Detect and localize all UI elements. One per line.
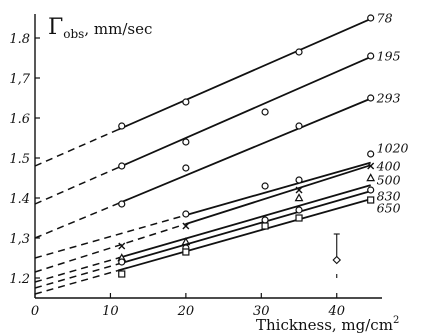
x-tick-label: 10 <box>102 304 119 319</box>
fit-line <box>117 184 371 259</box>
series-650 <box>34 196 375 295</box>
y-tick-label: 1.4 <box>9 192 30 207</box>
extrapolation-line <box>34 269 119 295</box>
y-tick-label: 1.8 <box>9 32 30 47</box>
data-point <box>295 186 303 194</box>
data-point <box>367 52 375 60</box>
x-axis-title: Thickness, mg/cm2 <box>256 315 399 334</box>
x-tick-label: 20 <box>177 304 195 319</box>
extrapolation-line <box>34 223 187 273</box>
data-point <box>367 94 375 102</box>
data-point <box>118 242 126 250</box>
x-axis-ticks: 0 10 20 30 40 <box>31 293 345 319</box>
series-label: 1020 <box>377 141 409 156</box>
x-tick-label: 30 <box>253 304 270 319</box>
y-tick-label: 1,7 <box>9 72 30 87</box>
data-point <box>261 182 269 190</box>
series-830 <box>34 186 375 289</box>
data-point <box>118 200 126 208</box>
data-point <box>261 216 269 224</box>
data-point <box>366 173 376 182</box>
y-tick-label: 1,3 <box>9 232 30 247</box>
data-point <box>118 270 126 278</box>
fit-line <box>117 190 371 265</box>
extrapolation-line <box>34 202 119 239</box>
series-500 <box>34 173 376 283</box>
fit-line <box>117 18 372 131</box>
data-point <box>182 248 190 256</box>
series-label: 293 <box>376 91 401 106</box>
series-1020 <box>34 150 375 259</box>
error-bar-marker <box>332 233 342 278</box>
y-tick-label: 1.5 <box>9 152 30 167</box>
y-tick-label: 1.2 <box>9 272 30 287</box>
series-label: 650 <box>377 201 401 216</box>
data-point <box>118 162 126 170</box>
series-293 <box>34 94 375 239</box>
data-point <box>367 150 375 158</box>
data-point <box>261 108 269 116</box>
series-400 <box>34 162 375 273</box>
series-label: 400 <box>376 159 401 174</box>
data-point <box>182 210 190 218</box>
axes <box>34 14 382 299</box>
x-tick-label: 0 <box>31 304 39 319</box>
data-point <box>261 222 269 230</box>
extrapolation-line <box>34 166 119 205</box>
series-layer <box>34 14 376 295</box>
data-point <box>367 162 375 170</box>
data-point <box>367 14 375 22</box>
data-point <box>118 122 126 130</box>
data-point <box>294 193 304 202</box>
data-point <box>295 48 303 56</box>
series-label: 78 <box>377 11 393 26</box>
series-label: 500 <box>377 173 401 188</box>
extrapolation-line <box>34 214 187 259</box>
x-tick-label: 40 <box>327 304 345 319</box>
data-point <box>367 186 375 194</box>
extrapolation-line <box>34 128 119 167</box>
data-point <box>367 196 375 204</box>
data-point <box>295 214 303 222</box>
data-point <box>182 98 190 106</box>
fit-line <box>117 198 371 272</box>
series-195 <box>34 52 375 205</box>
data-point <box>182 138 190 146</box>
data-point <box>295 206 303 214</box>
data-point <box>295 122 303 130</box>
series-label: 195 <box>377 49 401 64</box>
series-label: 830 <box>377 189 401 204</box>
series-78 <box>34 14 375 167</box>
fit-line <box>185 164 371 225</box>
error-bar-point <box>332 255 342 265</box>
data-point <box>295 176 303 184</box>
extrapolation-line <box>34 263 119 289</box>
fit-line <box>185 161 371 216</box>
data-point <box>182 164 190 172</box>
data-point <box>118 258 126 266</box>
fit-line <box>117 56 372 169</box>
y-axis-ticks: 1.2 1,3 1.4 1.5 1.6 1,7 1.8 <box>9 32 40 287</box>
fit-line <box>117 97 372 205</box>
extrapolation-line <box>34 257 119 283</box>
y-tick-label: 1.6 <box>9 112 30 127</box>
y-axis-title: Γobs, mm/sec <box>48 15 152 41</box>
data-point <box>182 222 190 230</box>
